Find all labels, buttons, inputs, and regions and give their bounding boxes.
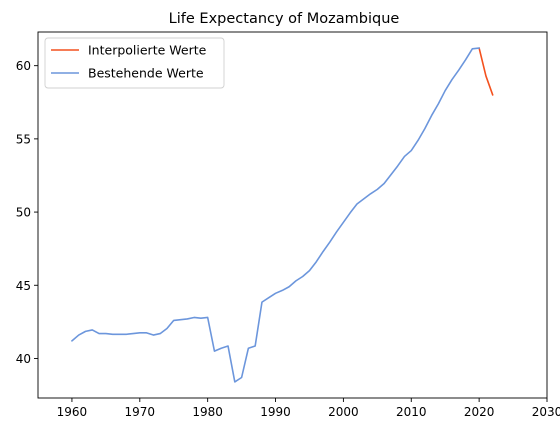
y-tick-label: 55 [16,132,31,146]
y-tick-label: 50 [16,206,31,220]
x-tick-label: 1960 [57,405,88,419]
legend: Interpolierte Werte Bestehende Werte [44,37,225,89]
x-tick-label: 1970 [125,405,156,419]
y-tick-label: 40 [16,352,31,366]
plot-frame [37,31,548,399]
x-tick-label: 1980 [192,405,223,419]
x-tick-label: 2010 [396,405,427,419]
y-tick-label: 60 [16,59,31,73]
x-axis: 1960 1970 1980 1990 2000 2010 2020 2030 [57,398,560,419]
x-tick-label: 2000 [328,405,359,419]
x-tick-label: 1990 [260,405,291,419]
legend-label: Interpolierte Werte [88,43,207,58]
x-tick-label: 2030 [532,405,560,419]
legend-box [44,37,225,89]
plot-lines [71,47,494,383]
legend-label: Bestehende Werte [88,66,204,81]
series-line-1 [478,47,494,96]
series-line-2 [71,47,480,383]
legend-entries: Interpolierte Werte Bestehende Werte [51,43,207,81]
chart-title: Life Expectancy of Mozambique [169,11,400,27]
x-tick-label: 2020 [464,405,495,419]
y-axis: 40 45 50 55 60 [16,59,38,366]
y-tick-label: 45 [16,279,31,293]
